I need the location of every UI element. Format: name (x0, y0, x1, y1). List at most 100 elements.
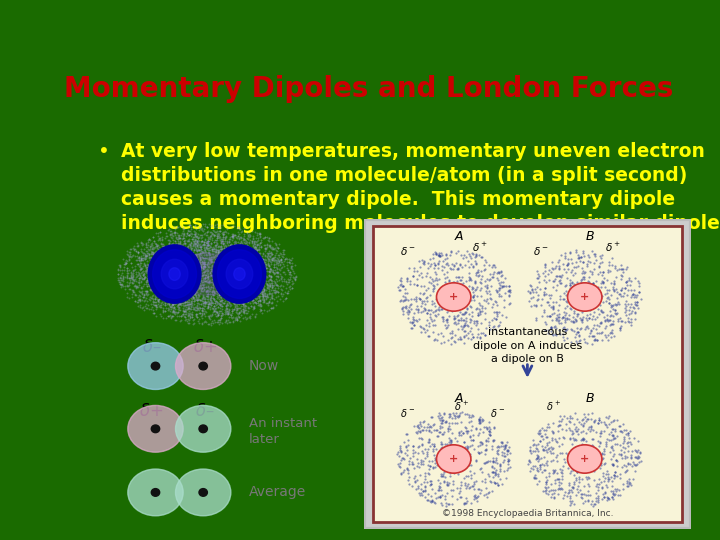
Point (563, 478, 575, 487)
Point (120, 259, 132, 267)
Point (175, 270, 186, 279)
Point (135, 277, 147, 286)
Point (431, 454, 443, 463)
Point (185, 297, 197, 306)
Point (458, 333, 469, 341)
Point (595, 279, 606, 287)
Point (564, 248, 576, 256)
Point (252, 259, 264, 268)
Point (212, 253, 223, 261)
Point (182, 248, 194, 256)
Point (465, 253, 477, 262)
Point (611, 456, 622, 465)
Point (155, 257, 166, 266)
Point (198, 309, 210, 318)
Point (200, 243, 212, 252)
Point (490, 286, 502, 294)
Point (572, 328, 584, 337)
Point (159, 245, 171, 254)
Point (130, 280, 141, 289)
Point (188, 255, 199, 264)
Point (185, 267, 197, 276)
Point (159, 279, 171, 287)
Point (224, 234, 235, 243)
Point (443, 276, 454, 285)
Point (269, 287, 280, 296)
Point (253, 301, 265, 309)
Point (193, 306, 204, 314)
Point (541, 298, 553, 307)
Point (203, 314, 215, 322)
Point (235, 255, 246, 264)
Point (209, 245, 220, 253)
Point (546, 277, 558, 286)
Point (152, 241, 163, 249)
Point (238, 248, 250, 256)
Text: ©1998 Encyclopaedia Britannica, Inc.: ©1998 Encyclopaedia Britannica, Inc. (441, 509, 613, 518)
Point (566, 483, 577, 491)
Point (232, 291, 243, 300)
Point (186, 282, 197, 291)
Point (254, 300, 266, 308)
Point (453, 428, 464, 436)
Point (148, 298, 159, 306)
Point (173, 275, 184, 284)
Point (543, 265, 554, 274)
Point (216, 256, 228, 265)
Point (402, 276, 413, 285)
Point (220, 301, 232, 310)
Point (162, 252, 174, 261)
Point (631, 291, 643, 299)
Point (577, 415, 589, 423)
Point (253, 259, 265, 268)
Point (176, 252, 188, 261)
Point (440, 250, 451, 259)
Point (441, 481, 453, 490)
Point (179, 243, 191, 252)
Point (227, 259, 238, 268)
Point (238, 256, 249, 265)
Point (261, 284, 273, 292)
Point (173, 293, 184, 301)
Point (220, 254, 232, 263)
Point (462, 442, 473, 450)
Point (171, 261, 183, 270)
Point (163, 290, 175, 299)
Point (266, 294, 278, 303)
Point (230, 248, 241, 257)
Point (255, 285, 266, 294)
Point (471, 455, 482, 464)
Point (182, 291, 194, 300)
Point (591, 321, 603, 329)
Point (200, 247, 212, 256)
Point (148, 297, 159, 306)
Point (187, 316, 199, 325)
Point (276, 290, 287, 299)
Point (430, 250, 441, 259)
Point (603, 436, 615, 444)
Point (184, 281, 196, 289)
Point (231, 276, 243, 285)
Point (280, 293, 292, 302)
Point (226, 241, 238, 249)
Point (589, 336, 600, 345)
Point (452, 449, 464, 458)
Point (186, 292, 197, 300)
Point (146, 273, 158, 281)
Point (249, 312, 261, 321)
Point (528, 447, 540, 455)
Point (248, 285, 259, 294)
Point (594, 459, 606, 468)
Point (561, 325, 572, 334)
Point (176, 289, 188, 298)
Point (572, 488, 584, 496)
Point (223, 275, 235, 284)
Point (192, 256, 204, 265)
Point (602, 494, 613, 502)
Point (194, 245, 205, 254)
Point (163, 300, 175, 308)
Point (582, 414, 593, 423)
Point (233, 253, 244, 261)
Point (264, 267, 276, 276)
Point (288, 274, 300, 282)
